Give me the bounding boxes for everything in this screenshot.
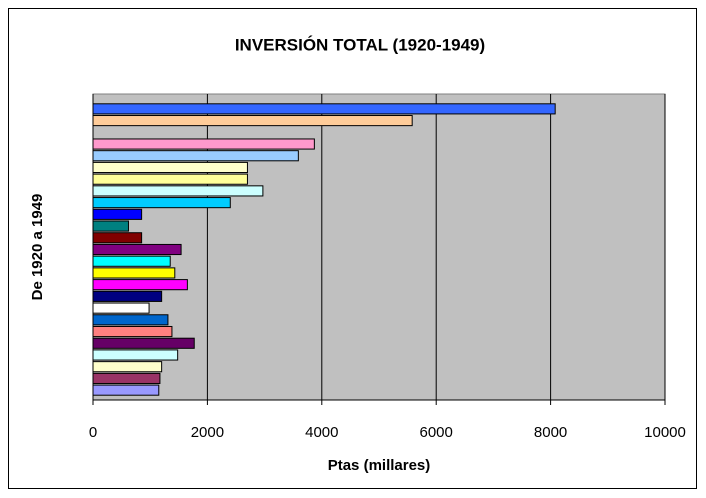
bar bbox=[92, 337, 195, 349]
bar bbox=[92, 115, 413, 127]
x-tick-label: 8000 bbox=[534, 424, 567, 441]
bar bbox=[92, 243, 182, 256]
bar bbox=[92, 220, 129, 232]
bar bbox=[92, 267, 176, 279]
bar bbox=[92, 173, 248, 185]
chart-title: INVERSIÓN TOTAL (1920-1949) bbox=[235, 35, 485, 54]
bar bbox=[92, 255, 171, 267]
bar bbox=[92, 384, 160, 396]
bar bbox=[92, 279, 188, 291]
x-tick-label: 2000 bbox=[191, 424, 224, 441]
bar bbox=[92, 161, 248, 174]
bar bbox=[92, 197, 231, 209]
bar bbox=[92, 150, 299, 162]
x-tick-label: 0 bbox=[89, 424, 97, 441]
bar bbox=[92, 314, 169, 326]
bar bbox=[92, 208, 143, 220]
bar bbox=[92, 372, 161, 384]
bar bbox=[92, 349, 179, 361]
bar bbox=[92, 138, 315, 150]
y-axis-label: De 1920 a 1949 bbox=[29, 194, 46, 301]
bar bbox=[92, 302, 150, 314]
x-tick-label: 10000 bbox=[644, 424, 686, 441]
bar bbox=[92, 232, 143, 244]
bar bbox=[92, 185, 264, 197]
x-tick-label: 4000 bbox=[305, 424, 338, 441]
bar bbox=[92, 325, 173, 338]
x-tick-label: 6000 bbox=[420, 424, 453, 441]
x-axis-label: Ptas (millares) bbox=[328, 457, 431, 474]
bar bbox=[92, 103, 556, 115]
bar bbox=[92, 290, 163, 302]
bar bbox=[92, 361, 163, 373]
